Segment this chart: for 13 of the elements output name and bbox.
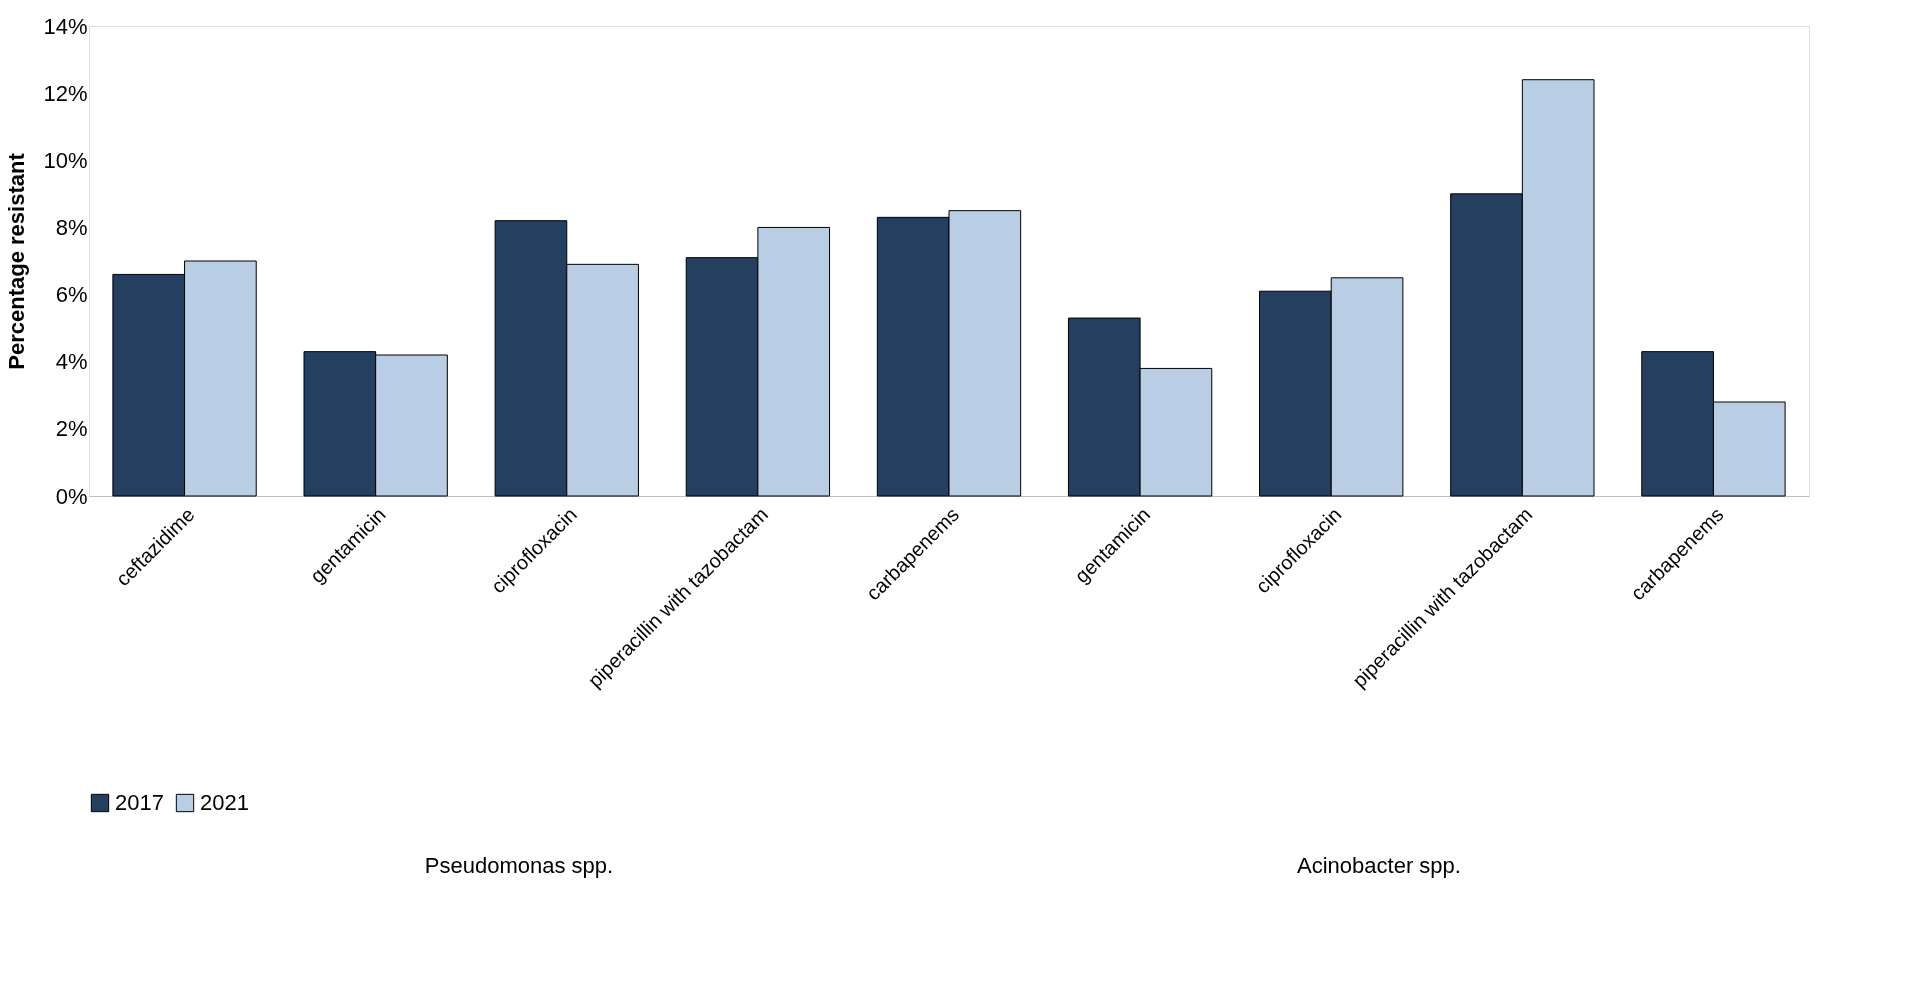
text: Pseudomonas spp. bbox=[424, 853, 614, 878]
y-tick-label: 10% bbox=[43, 147, 88, 173]
y-tick-label: 4% bbox=[55, 349, 88, 375]
legend-label: 2017 bbox=[115, 790, 164, 815]
y-tick-label: 12% bbox=[43, 80, 88, 106]
text: Acinobacter spp. bbox=[1297, 853, 1461, 878]
y-tick-label: 8% bbox=[55, 214, 88, 240]
y-axis-title: Percentage resistant bbox=[4, 152, 30, 370]
y-tick-label: 0% bbox=[55, 483, 88, 509]
y-tick-label: 6% bbox=[55, 282, 88, 308]
y-tick-label: 14% bbox=[43, 13, 88, 39]
y-tick-label: 2% bbox=[55, 416, 88, 442]
legend-label: 2021 bbox=[200, 790, 249, 815]
